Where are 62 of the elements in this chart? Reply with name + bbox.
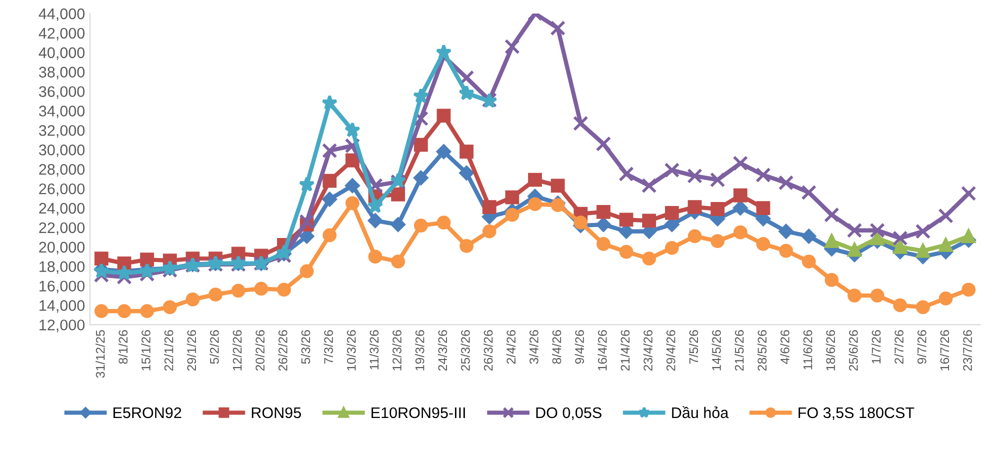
x-tick-label: 21/5/26: [734, 330, 744, 371]
x-tick-label: 21/4/26: [620, 330, 630, 371]
y-tick-label: 40,000: [38, 47, 85, 60]
y-tick-label: 26,000: [39, 183, 85, 196]
legend-label: E5RON92: [114, 407, 182, 418]
x-tick-label: 9/4/26: [574, 330, 584, 364]
x-tick-label: 19/3/26: [415, 330, 424, 370]
y-tick-label: 18,000: [40, 261, 85, 274]
y-tick-label: 12,000: [40, 320, 85, 332]
x-tick-label: 26/3/26: [484, 330, 493, 371]
x-tick-label: 8/1/26: [118, 330, 128, 364]
x-tick-label: 5/3/26: [300, 330, 310, 364]
x-tick-label: 16/4/26: [598, 330, 607, 370]
x-tick-label: 7/3/26: [324, 330, 333, 364]
x-tick-label: 29/4/26: [666, 330, 676, 371]
x-tick-label: 20/2/26: [255, 330, 265, 371]
x-tick-label: 7/5/26: [688, 330, 698, 364]
legend-label: DO 0,05S: [536, 407, 602, 420]
x-tick-label: 1/7/26: [871, 330, 881, 364]
x-tick-label: 23/4/26: [643, 330, 652, 371]
legend-label: RON95: [252, 407, 301, 418]
x-tick-label: 2/7/26: [894, 330, 904, 364]
x-tick-label: 4/6/26: [780, 330, 790, 364]
x-tick-label: 15/1/26: [141, 330, 150, 370]
y-tick-label: 16,000: [40, 280, 85, 294]
x-tick-label: 10/3/26: [346, 330, 356, 370]
x-tick-label: 25/6/26: [848, 330, 858, 371]
x-tick-label: 24/3/26: [438, 330, 448, 371]
y-tick-label: 24,000: [39, 202, 85, 216]
x-tick-label: 5/2/26: [210, 330, 219, 364]
x-tick-label: 12/3/26: [392, 330, 402, 370]
x-tick-label: 18/6/26: [826, 330, 836, 370]
x-tick-label: 28/5/26: [757, 330, 767, 371]
x-tick-label: 9/7/26: [917, 330, 926, 364]
x-tick-label: 12/2/26: [232, 330, 242, 370]
x-tick-label: 16/7/26: [940, 330, 950, 370]
y-tick-label: 30,000: [39, 144, 85, 158]
x-tick-label: 3/4/26: [529, 330, 538, 364]
y-tick-label: 32,000: [39, 125, 85, 138]
y-tick-label: 36,000: [39, 86, 85, 99]
x-tick-label: 29/1/26: [186, 330, 196, 371]
x-tick-label: 11/6/26: [803, 330, 812, 370]
legend-label: E10RON95-III: [372, 407, 465, 418]
x-tick-label: 22/1/26: [164, 330, 174, 371]
x-tick-label: 11/3/26: [369, 330, 379, 370]
x-tick-label: 2/4/26: [506, 330, 516, 364]
y-tick-label: 14,000: [40, 300, 85, 313]
y-tick-label: 28,000: [39, 164, 85, 177]
x-tick-label: 14/5/26: [712, 330, 721, 370]
y-tick-label: 34,000: [39, 106, 85, 118]
x-tick-label: 23/7/26: [962, 330, 972, 371]
y-tick-label: 22,000: [39, 222, 85, 235]
x-tick-label: 31/12/25: [96, 330, 105, 378]
legend-label: FO 3,5S 180CST: [798, 407, 914, 420]
x-tick-label: 8/4/26: [552, 330, 562, 364]
y-tick-label: 44,000: [38, 8, 85, 22]
x-tick-label: 26/2/26: [278, 330, 288, 371]
y-tick-label: 38,000: [39, 66, 85, 80]
legend-label: Dầu hỏa: [672, 406, 729, 418]
x-tick-label: 25/3/26: [460, 330, 470, 371]
y-tick-label: 20,000: [39, 242, 85, 254]
y-tick-label: 42,000: [38, 28, 85, 40]
